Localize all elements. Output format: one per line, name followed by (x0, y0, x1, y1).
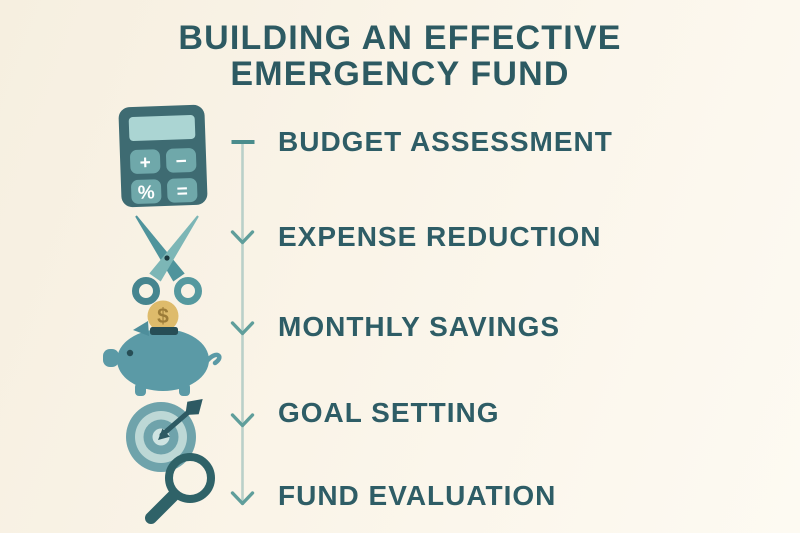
chevron-down-icon (230, 321, 255, 336)
magnifier-lens (165, 453, 215, 503)
timeline (230, 140, 255, 506)
percent-symbol: % (137, 182, 155, 204)
piggy-eye (126, 349, 134, 357)
title-line-2: EMERGENCY FUND (230, 55, 570, 93)
piggy-ear (133, 321, 149, 336)
page-title: BUILDING AN EFFECTIVE EMERGENCY FUND (0, 20, 800, 92)
target-dart-icon (126, 399, 203, 472)
step-label-goal-setting: GOAL SETTING (278, 397, 500, 428)
magnifier-handle (145, 490, 179, 524)
scissors-blade-dark (135, 215, 185, 282)
step-label-budget-assessment: BUDGET ASSESSMENT (278, 126, 613, 157)
piggy-leg (135, 383, 146, 396)
piggy-snout (103, 349, 119, 367)
chevron-down-icon (230, 413, 255, 428)
piggy-tail (204, 352, 222, 366)
minus-symbol: − (175, 151, 187, 172)
piggy-leg (179, 383, 190, 396)
calculator-icon: + − % = (118, 104, 208, 208)
dollar-symbol: $ (157, 305, 169, 328)
scissors-handle-right (174, 277, 202, 305)
calculator-button-percent (131, 179, 162, 204)
piggy-bank-icon: $ (103, 300, 222, 396)
chevron-down-icon (230, 491, 255, 506)
scissors-icon (132, 215, 202, 305)
equals-symbol: = (176, 181, 188, 202)
scissors-handle-left (132, 277, 160, 305)
calculator-button-minus (165, 148, 197, 173)
scissors-blade-light (149, 215, 199, 282)
step-label-fund-evaluation: FUND EVALUATION (278, 480, 557, 511)
scissors-pivot (164, 255, 170, 261)
dart-tip (158, 428, 170, 440)
calculator-button-equals (167, 178, 198, 203)
calculator-button-plus (130, 149, 161, 174)
calculator-screen (128, 115, 196, 142)
plus-symbol: + (139, 152, 151, 173)
chevron-down-icon (230, 230, 255, 245)
coin (147, 300, 179, 332)
title-line-1: BUILDING AN EFFECTIVE (178, 19, 622, 57)
magnifying-glass-icon (145, 453, 215, 524)
step-label-expense-reduction: EXPENSE REDUCTION (278, 221, 602, 252)
step-label-monthly-savings: MONTHLY SAVINGS (278, 311, 561, 342)
coin-slot (150, 327, 178, 335)
piggy-body (117, 329, 209, 391)
dart-fletching (185, 399, 203, 415)
